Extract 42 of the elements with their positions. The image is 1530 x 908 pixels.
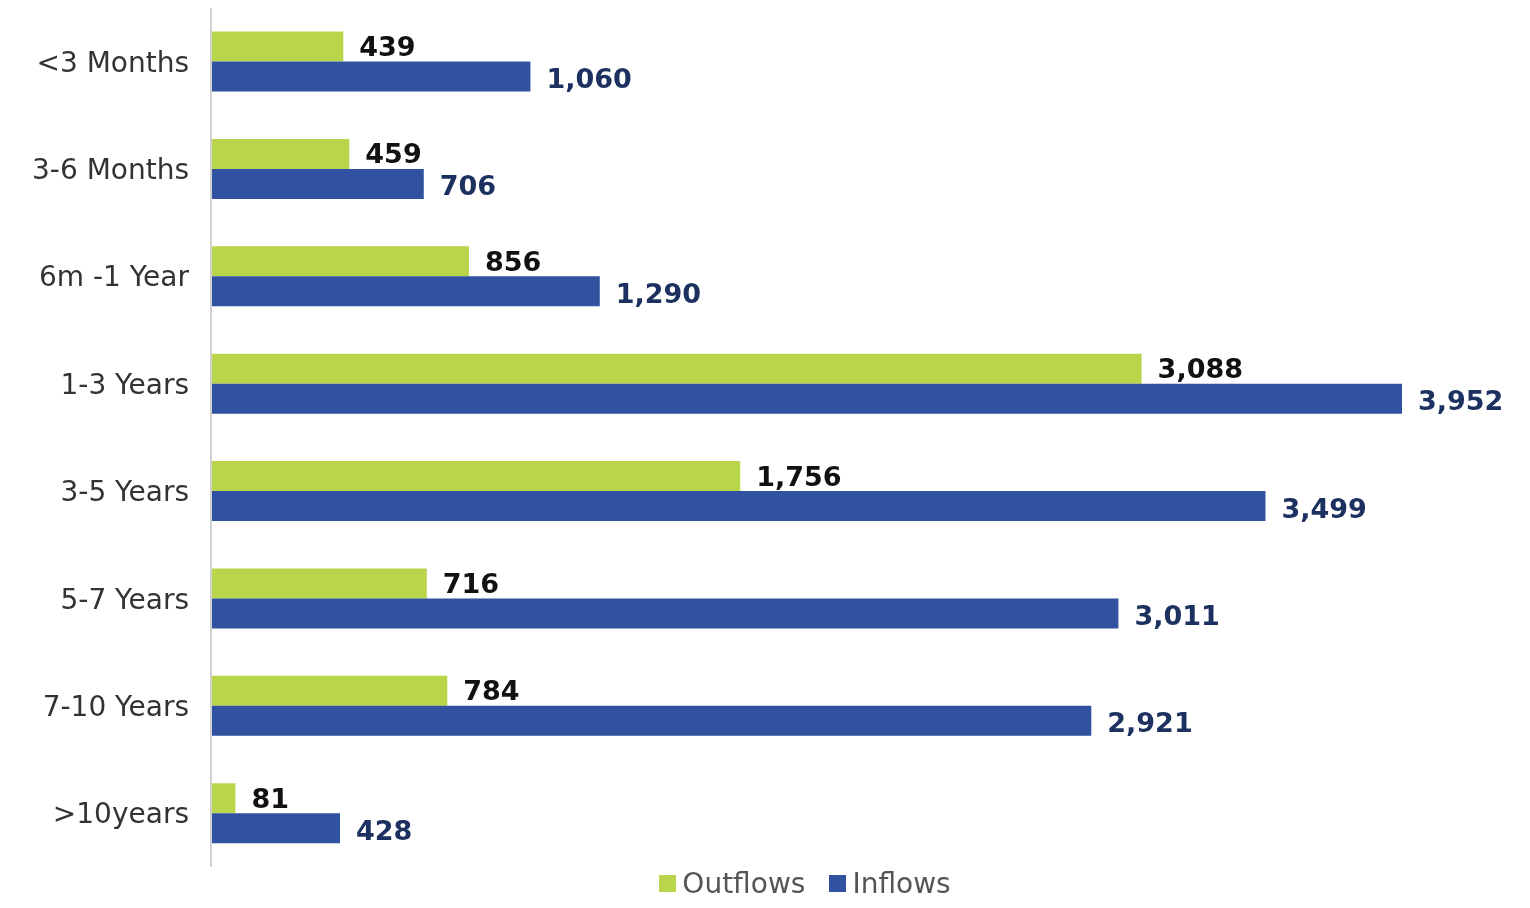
y-tick-label: 3-6 Months xyxy=(32,153,189,186)
data-label: 81 xyxy=(251,782,289,814)
bar xyxy=(211,783,236,814)
data-label: 3,011 xyxy=(1134,599,1220,631)
bar xyxy=(211,246,469,277)
bar xyxy=(211,813,340,844)
data-label: 439 xyxy=(359,31,416,63)
data-label: 459 xyxy=(365,138,422,170)
y-tick-label: 6m -1 Year xyxy=(38,260,190,294)
bar xyxy=(211,491,1266,522)
y-tick-label: 7-10 Years xyxy=(42,689,189,723)
bar xyxy=(211,598,1119,629)
data-label: 3,952 xyxy=(1418,385,1504,417)
data-label: 3,088 xyxy=(1157,353,1244,385)
legend-label: Inflows xyxy=(851,867,951,900)
y-tick-label: 5-7 Years xyxy=(60,582,189,616)
data-label: 856 xyxy=(484,245,542,277)
bar xyxy=(211,139,350,169)
data-label: 428 xyxy=(355,814,413,846)
bar xyxy=(211,61,531,92)
bar xyxy=(211,568,427,599)
bar xyxy=(211,353,1142,384)
bar xyxy=(211,383,1402,414)
data-label: 3,499 xyxy=(1281,492,1367,524)
y-tick-label: >10years xyxy=(52,797,189,831)
data-label: 1,756 xyxy=(756,460,842,492)
bar xyxy=(211,675,448,706)
data-label: 716 xyxy=(442,567,500,599)
bar xyxy=(211,461,741,492)
data-label: 784 xyxy=(463,675,520,707)
bar xyxy=(211,169,424,199)
bar xyxy=(211,705,1092,736)
y-tick-label: 1-3 Years xyxy=(60,367,189,401)
y-tick-label: 3-5 Years xyxy=(60,475,189,509)
data-label: 1,290 xyxy=(615,277,702,309)
legend-label: Outflows xyxy=(681,867,806,900)
data-label: 1,060 xyxy=(546,63,632,95)
bar xyxy=(211,276,600,307)
data-label: 2,921 xyxy=(1107,707,1193,739)
data-label: 706 xyxy=(439,170,497,202)
y-tick-label: <3 Months xyxy=(36,45,189,79)
bar xyxy=(211,31,344,62)
